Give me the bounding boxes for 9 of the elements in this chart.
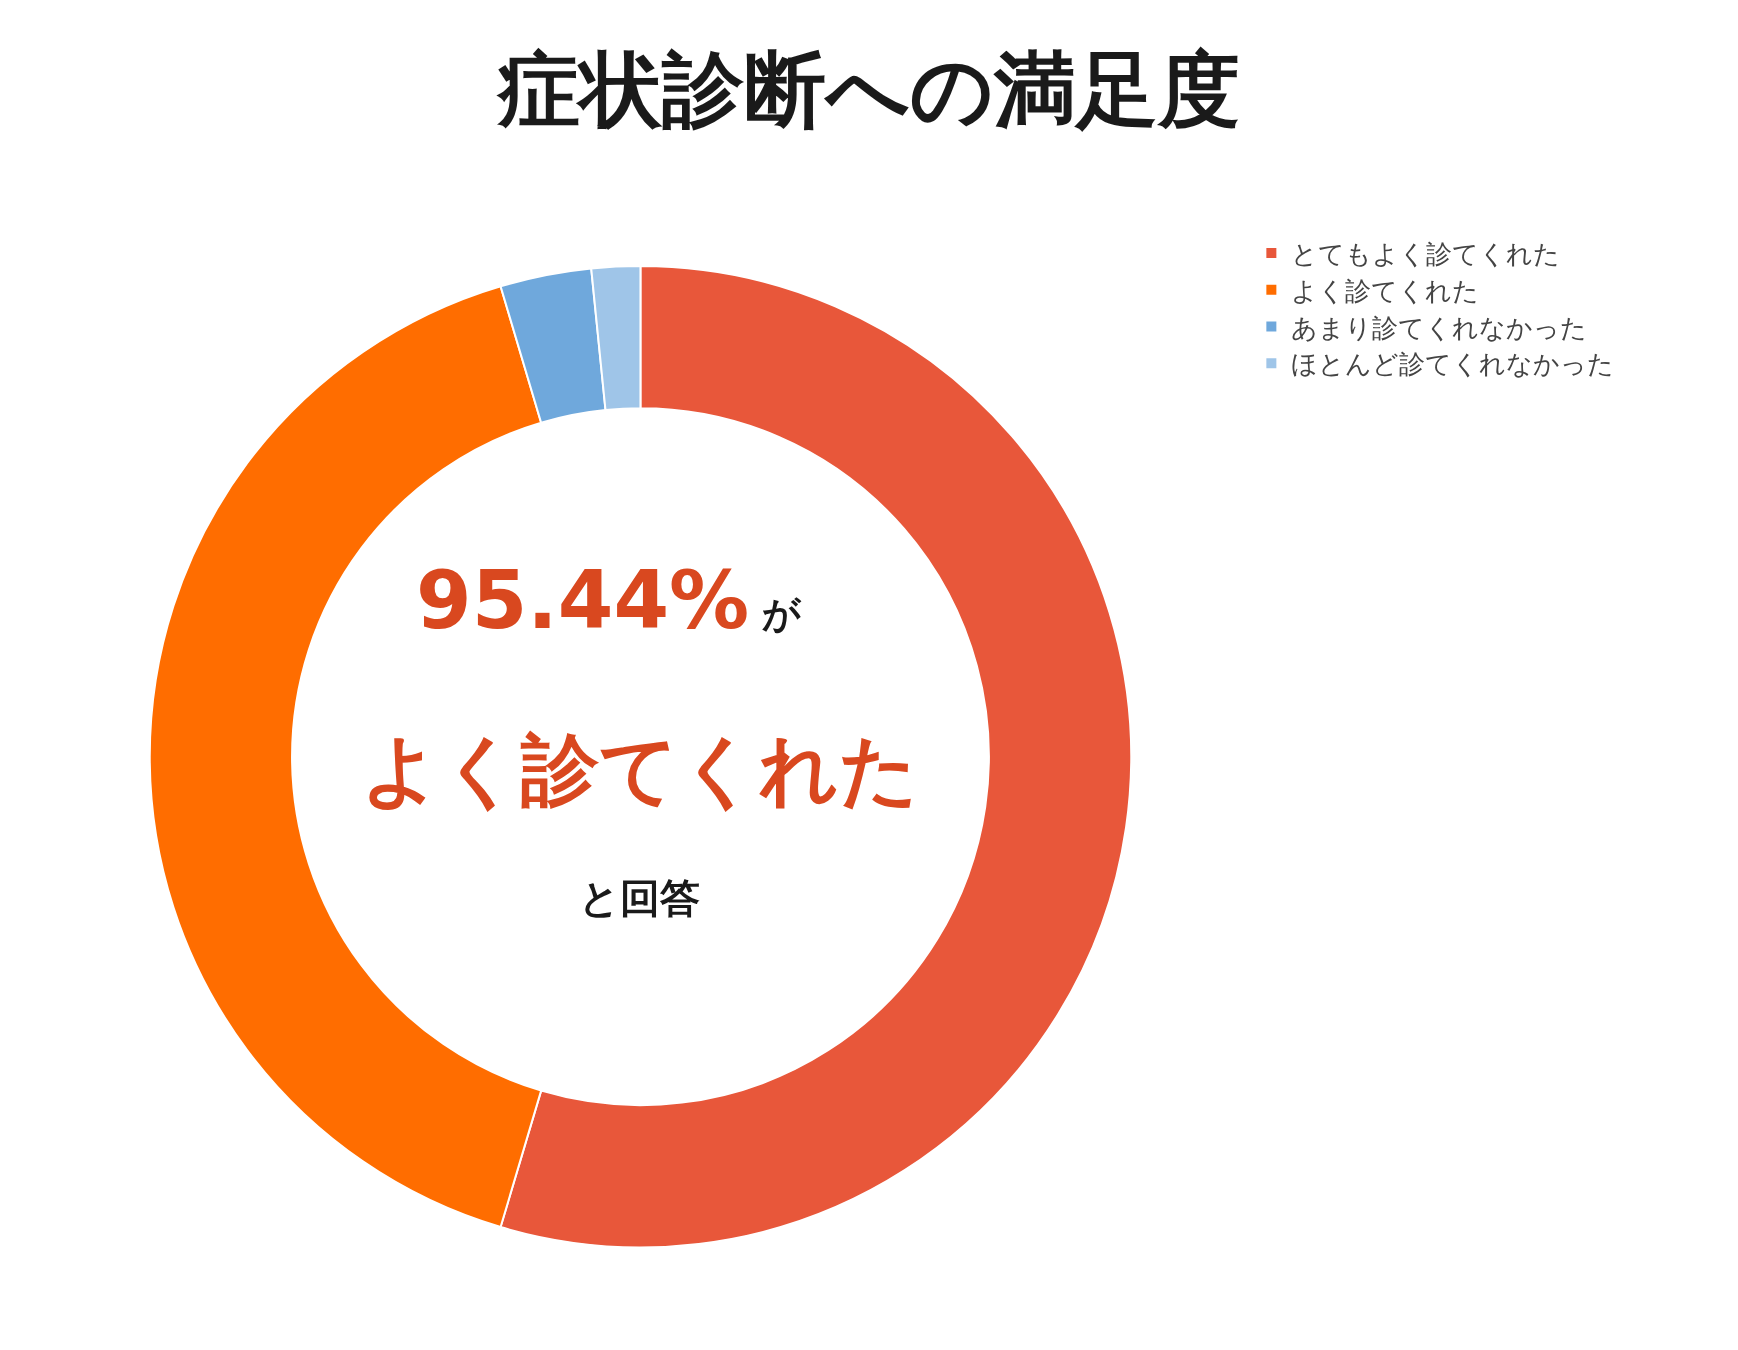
text: が	[762, 592, 802, 636]
legend-label: あまり診てくれなかった	[1291, 312, 1588, 343]
chart-title: 症状診断への満足度	[496, 42, 1240, 138]
legend-label: とてもよく診てくれた	[1291, 239, 1561, 270]
legend-label: ほとんど診てくれなかった	[1291, 349, 1615, 380]
text: と回答	[579, 875, 700, 921]
text: よく診てくれた	[361, 725, 919, 815]
text: 95.44%	[416, 554, 750, 647]
legend-label: よく診てくれた	[1291, 275, 1480, 306]
